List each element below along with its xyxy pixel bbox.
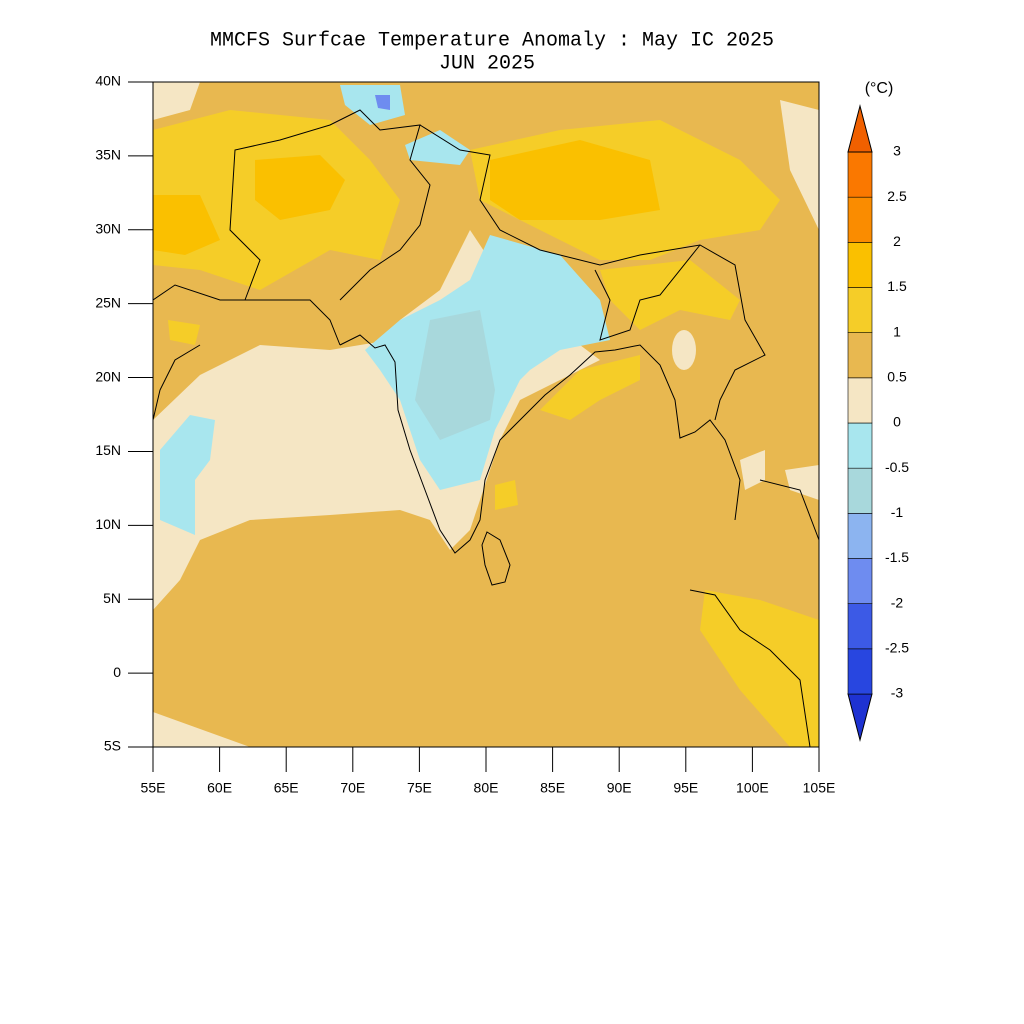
field-region — [700, 590, 819, 747]
colorbar-box — [847, 151, 873, 198]
border — [419, 124, 766, 421]
field-region — [780, 100, 819, 230]
coastlines — [153, 109, 819, 747]
field-region — [375, 95, 390, 110]
x-tick-label: 75E — [407, 780, 432, 796]
x-tick-label: 60E — [207, 780, 232, 796]
x-tick-label: 95E — [673, 780, 698, 796]
field-region — [600, 260, 740, 330]
y-tick-label: 40N — [95, 73, 121, 89]
colorbar-label: 2 — [893, 233, 901, 249]
field-region — [490, 140, 660, 220]
coastline — [481, 531, 511, 586]
x-tick-label: 90E — [607, 780, 632, 796]
y-tick-label: 5S — [104, 738, 121, 754]
colorbar-box — [847, 332, 873, 379]
field-region — [540, 355, 640, 420]
colorbar-box — [847, 242, 873, 288]
coastline — [153, 344, 201, 421]
x-tick-label: 65E — [274, 780, 299, 796]
x-tick-label: 100E — [736, 780, 769, 796]
colorbar-label: 0 — [893, 414, 901, 430]
coastline — [759, 479, 819, 541]
coastline — [153, 284, 341, 346]
colorbar-label: 1 — [893, 323, 901, 339]
y-tick-label: 15N — [95, 442, 121, 458]
x-tick-label: 70E — [340, 780, 365, 796]
colorbar-label: -2.5 — [885, 640, 909, 656]
colorbar-extend — [847, 104, 873, 153]
coastline — [339, 334, 741, 554]
y-tick-label: 30N — [95, 220, 121, 236]
colorbar-label: -1.5 — [885, 549, 909, 565]
colorbar-label: -1 — [891, 504, 904, 520]
colorbar-label: 1.5 — [887, 278, 907, 294]
y-tick-label: 25N — [95, 294, 121, 310]
colorbar-label: 2.5 — [887, 188, 907, 204]
colorbar-box — [847, 287, 873, 333]
field-region — [415, 310, 495, 440]
field-region — [153, 82, 200, 120]
colorbar-box — [847, 648, 873, 695]
colorbar-unit: (°C) — [865, 80, 894, 97]
field-region — [740, 450, 765, 490]
field-region — [495, 480, 518, 510]
x-tick-label: 80E — [474, 780, 499, 796]
x-tick-label: 85E — [540, 780, 565, 796]
colorbar-label: 3 — [893, 143, 901, 159]
field-region — [255, 155, 345, 220]
colorbar-box — [847, 558, 873, 604]
border — [594, 244, 701, 341]
colorbar-box — [847, 196, 873, 243]
map-field — [153, 82, 819, 747]
colorbar-box — [847, 513, 873, 559]
colorbar-label: -2 — [891, 594, 904, 610]
border — [229, 109, 431, 301]
coastline — [689, 589, 811, 747]
field-region — [672, 330, 696, 370]
colorbar-box — [847, 422, 873, 469]
y-tick-label: 20N — [95, 368, 121, 384]
colorbar-label: 0.5 — [887, 369, 907, 385]
field-region — [153, 195, 220, 255]
colorbar-box — [847, 603, 873, 650]
y-tick-label: 35N — [95, 147, 121, 163]
colorbar-label: -0.5 — [885, 459, 909, 475]
field-region — [405, 130, 470, 165]
colorbar-label: -3 — [891, 685, 904, 701]
title: MMCFS Surfcae Temperature Anomaly : May … — [210, 29, 774, 52]
y-tick-label: 5N — [103, 590, 121, 606]
field-region — [168, 320, 200, 345]
x-tick-label: 105E — [803, 780, 836, 796]
colorbar-box — [847, 467, 873, 514]
y-tick-label: 0 — [113, 664, 121, 680]
y-tick-label: 10N — [95, 516, 121, 532]
field-region — [160, 415, 215, 535]
x-tick-label: 55E — [141, 780, 166, 796]
field-region — [785, 465, 819, 500]
colorbar-box — [847, 377, 873, 424]
field-region — [153, 712, 250, 747]
subtitle: JUN 2025 — [439, 52, 535, 75]
